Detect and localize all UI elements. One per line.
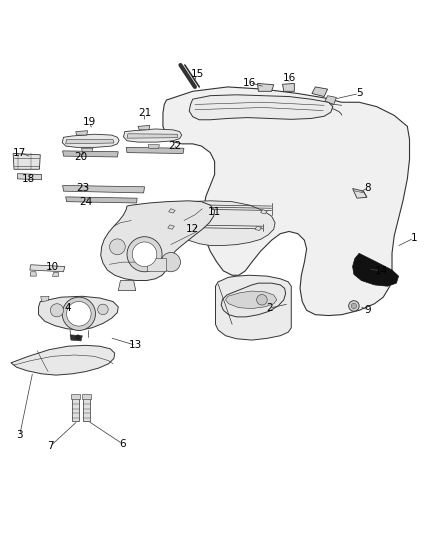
Polygon shape <box>325 96 336 104</box>
Polygon shape <box>70 335 82 341</box>
Text: 24: 24 <box>79 197 92 207</box>
Circle shape <box>161 253 180 272</box>
Text: 13: 13 <box>129 341 142 350</box>
Polygon shape <box>258 84 274 91</box>
Polygon shape <box>169 201 275 246</box>
Bar <box>71 393 80 399</box>
Text: 19: 19 <box>83 117 96 127</box>
Circle shape <box>98 304 108 314</box>
Polygon shape <box>261 209 267 214</box>
Polygon shape <box>283 84 294 91</box>
Text: 3: 3 <box>16 430 23 440</box>
Polygon shape <box>255 226 261 231</box>
Text: 7: 7 <box>47 441 54 451</box>
Polygon shape <box>189 95 333 120</box>
Polygon shape <box>76 131 88 135</box>
Bar <box>147 258 166 271</box>
Text: 8: 8 <box>364 183 371 192</box>
Polygon shape <box>169 209 175 213</box>
Text: 18: 18 <box>22 174 35 184</box>
Text: 1: 1 <box>410 233 417 243</box>
Text: 9: 9 <box>364 305 371 316</box>
Polygon shape <box>124 129 182 142</box>
Text: 16: 16 <box>283 73 296 83</box>
Circle shape <box>110 239 125 255</box>
Polygon shape <box>163 87 410 316</box>
Circle shape <box>50 304 64 317</box>
Circle shape <box>257 295 267 305</box>
Polygon shape <box>168 225 174 229</box>
Polygon shape <box>312 87 328 96</box>
Polygon shape <box>101 201 215 280</box>
Text: 10: 10 <box>46 262 59 271</box>
Polygon shape <box>63 151 118 157</box>
Text: 20: 20 <box>74 152 88 162</box>
Bar <box>82 393 91 399</box>
Text: 11: 11 <box>208 207 221 217</box>
Polygon shape <box>353 253 399 286</box>
Polygon shape <box>126 147 184 154</box>
Polygon shape <box>66 197 137 203</box>
Polygon shape <box>18 174 42 180</box>
Circle shape <box>67 302 91 326</box>
Polygon shape <box>148 145 159 148</box>
Polygon shape <box>39 296 118 330</box>
Polygon shape <box>353 189 367 198</box>
Polygon shape <box>81 148 93 152</box>
Text: 5: 5 <box>356 88 363 99</box>
Polygon shape <box>118 280 136 290</box>
Bar <box>83 397 90 421</box>
Text: 17: 17 <box>13 148 26 158</box>
Bar <box>72 397 79 421</box>
Polygon shape <box>66 140 114 144</box>
Text: 14: 14 <box>374 266 388 276</box>
Text: 2: 2 <box>266 303 273 313</box>
Polygon shape <box>226 291 277 309</box>
Text: 22: 22 <box>169 141 182 151</box>
Text: 6: 6 <box>119 439 126 449</box>
Polygon shape <box>13 154 40 169</box>
Circle shape <box>351 303 357 309</box>
Polygon shape <box>41 296 49 302</box>
Text: 21: 21 <box>138 108 151 118</box>
Polygon shape <box>30 265 65 272</box>
Polygon shape <box>138 125 150 130</box>
Polygon shape <box>215 275 291 340</box>
Polygon shape <box>63 185 145 193</box>
Polygon shape <box>30 272 36 276</box>
Circle shape <box>349 301 359 311</box>
Text: 23: 23 <box>77 183 90 192</box>
Circle shape <box>75 335 81 340</box>
Polygon shape <box>11 345 115 375</box>
Circle shape <box>127 237 162 272</box>
Circle shape <box>132 242 157 266</box>
Polygon shape <box>221 283 286 317</box>
Polygon shape <box>127 134 177 138</box>
Text: 12: 12 <box>186 224 199 235</box>
Text: 16: 16 <box>243 77 256 87</box>
Text: 15: 15 <box>191 69 204 79</box>
Circle shape <box>62 297 95 330</box>
Text: 4: 4 <box>64 303 71 313</box>
Polygon shape <box>52 272 58 276</box>
Polygon shape <box>62 134 119 147</box>
